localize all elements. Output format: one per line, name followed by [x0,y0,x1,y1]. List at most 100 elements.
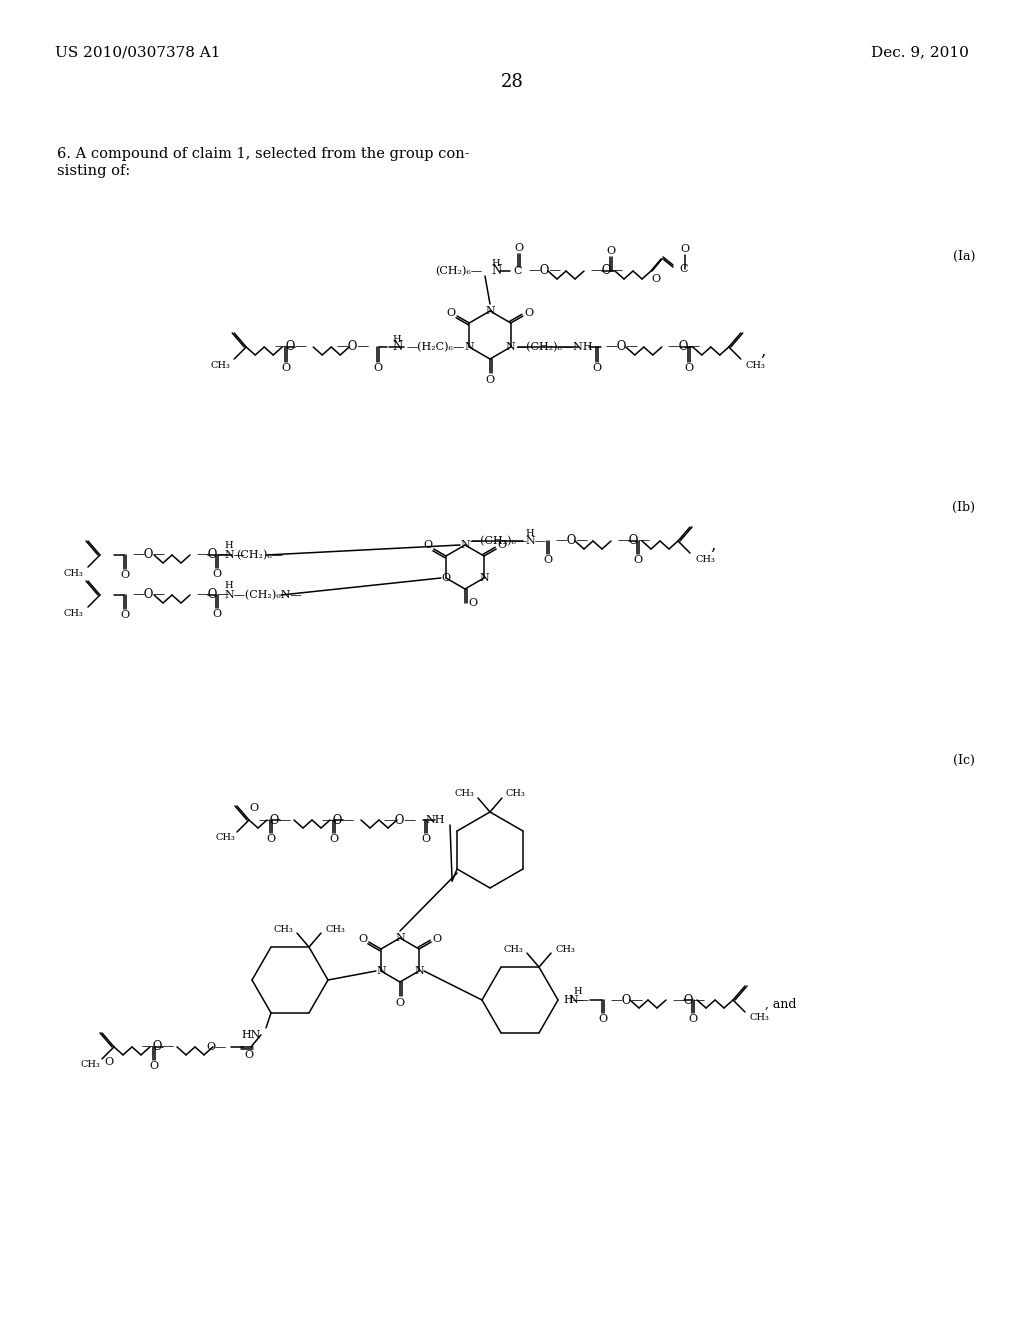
Text: O: O [212,569,221,579]
Text: O: O [395,998,404,1008]
Text: CH₃: CH₃ [506,789,526,799]
Text: (Ia): (Ia) [952,249,975,263]
Text: O: O [592,363,601,374]
Text: O: O [634,554,643,565]
Text: —O—: —O— [259,813,292,826]
Text: O—: O— [207,1041,227,1052]
Text: O: O [485,375,495,385]
Text: CH₃: CH₃ [210,360,230,370]
Text: O: O [433,933,441,944]
Text: H: H [224,582,232,590]
Text: H: H [393,334,401,343]
Text: —O—: —O— [196,589,229,602]
Text: N: N [464,342,474,352]
Text: —O—: —O— [617,535,650,548]
Text: —O—: —O— [274,341,307,354]
Text: O: O [524,308,534,318]
Text: sisting of:: sisting of: [57,164,130,178]
Text: (CH₂)₆—: (CH₂)₆— [236,550,283,560]
Text: O: O [245,1049,254,1060]
Text: O: O [422,834,430,843]
Text: O: O [282,363,291,374]
Text: N: N [392,341,402,354]
Text: US 2010/0307378 A1: US 2010/0307378 A1 [55,45,220,59]
Text: N: N [460,540,470,550]
Text: O: O [680,244,689,253]
Text: N—(CH₂)₆N—: N—(CH₂)₆N— [224,590,302,601]
Text: O: O [468,598,477,609]
Text: —O—: —O— [590,264,624,277]
Text: H: H [490,259,500,268]
Text: Dec. 9, 2010: Dec. 9, 2010 [871,45,969,59]
Text: N: N [395,933,404,942]
Text: (Ic): (Ic) [953,754,975,767]
Text: HN: HN [242,1030,261,1040]
Text: O: O [446,308,456,318]
Text: —(CH₂)₆—NH: —(CH₂)₆—NH [516,342,594,352]
Text: CH₃: CH₃ [325,924,345,933]
Text: —O—: —O— [555,535,588,548]
Text: CH₃: CH₃ [273,924,293,933]
Text: O: O [266,834,275,843]
Text: CH₃: CH₃ [63,609,83,618]
Text: O: O [514,243,523,253]
Text: ,: , [710,536,716,553]
Text: O: O [544,554,553,565]
Text: O: O [121,610,130,620]
Text: (CH₂)₆—: (CH₂)₆— [435,265,482,276]
Text: CH₃: CH₃ [695,554,715,564]
Text: —O—: —O— [384,813,417,826]
Text: —(H₂C)₆—: —(H₂C)₆— [407,342,464,352]
Text: C: C [514,267,522,276]
Text: H: H [525,528,534,537]
Text: CH₃: CH₃ [63,569,83,578]
Text: —O—: —O— [322,813,355,826]
Text: —O—: —O— [672,994,706,1006]
Text: O: O [330,834,339,843]
Text: O: O [150,1061,159,1071]
Text: N—: N— [224,550,245,560]
Text: H: H [573,987,582,997]
Text: O: O [104,1057,114,1067]
Text: N: N [414,966,424,975]
Text: CH₃: CH₃ [454,789,474,799]
Text: —O—: —O— [336,341,370,354]
Text: (Ib): (Ib) [952,500,975,513]
Text: O: O [498,540,507,550]
Text: O: O [684,363,693,374]
Text: C: C [679,264,687,275]
Text: N: N [490,264,502,277]
Text: N—: N— [525,536,546,546]
Text: O: O [441,573,451,583]
Text: CH₃: CH₃ [745,360,766,370]
Text: O: O [121,570,130,579]
Text: —O—: —O— [142,1040,175,1053]
Text: O: O [688,1014,697,1024]
Text: 6. A compound of claim 1, selected from the group con-: 6. A compound of claim 1, selected from … [57,147,470,161]
Text: NH: NH [426,814,445,825]
Text: —(CH₂)₆—: —(CH₂)₆— [470,536,528,546]
Text: CH₃: CH₃ [80,1060,100,1069]
Text: O: O [374,363,383,374]
Text: —O—: —O— [196,549,229,561]
Text: —O—: —O— [610,994,643,1006]
Text: N: N [479,573,488,583]
Text: 28: 28 [501,73,523,91]
Text: —O—: —O— [132,589,165,602]
Text: N: N [376,966,386,975]
Text: O: O [651,275,660,284]
Text: CH₃: CH₃ [215,833,234,842]
Text: —O—: —O— [528,264,561,277]
Text: H—: H— [563,995,584,1005]
Text: ,: , [761,342,766,359]
Text: —O—: —O— [668,341,700,354]
Text: N: N [506,342,516,352]
Text: CH₃: CH₃ [555,945,574,953]
Text: O: O [423,540,432,550]
Text: O: O [250,803,259,813]
Text: —O—: —O— [132,549,165,561]
Text: O: O [606,246,615,256]
Text: —O—: —O— [606,341,639,354]
Text: H: H [224,541,232,550]
Text: N: N [485,306,495,315]
